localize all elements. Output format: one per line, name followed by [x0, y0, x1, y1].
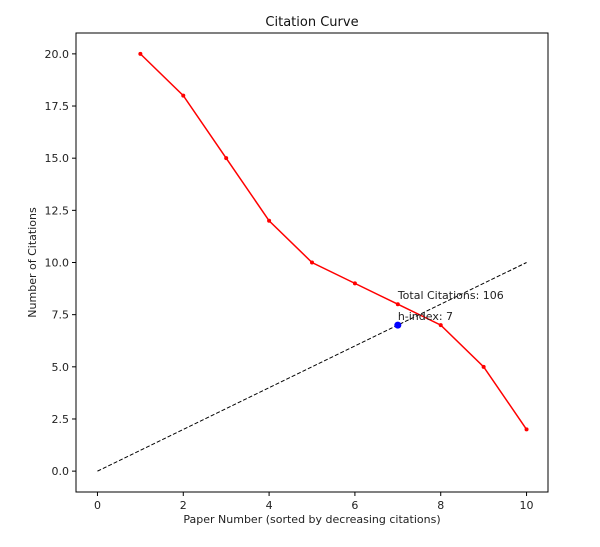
y-tick-label: 5.0 — [52, 361, 70, 374]
annotation-layer: Total Citations: 106 h-index: 7 — [397, 289, 504, 323]
y-axis: 0.0 2.5 5.0 7.5 10.0 12.5 15.0 17.5 20.0 — [45, 48, 76, 478]
x-axis: 0 2 4 6 8 10 — [94, 492, 534, 512]
total-citations-annotation: Total Citations: 106 — [397, 289, 504, 302]
x-tick-label: 10 — [520, 499, 534, 512]
y-tick-label: 17.5 — [45, 100, 70, 113]
h-index-annotation: h-index: 7 — [398, 310, 453, 323]
y-tick-label: 7.5 — [52, 309, 70, 322]
citation-point — [224, 156, 229, 161]
citation-point — [352, 281, 357, 286]
h-index-point — [394, 321, 402, 329]
x-tick-label: 6 — [351, 499, 358, 512]
x-tick-label: 8 — [437, 499, 444, 512]
x-tick-label: 2 — [180, 499, 187, 512]
citation-point — [438, 323, 443, 328]
x-axis-label: Paper Number (sorted by decreasing citat… — [183, 513, 440, 526]
citation-point — [181, 93, 186, 98]
x-tick-label: 4 — [266, 499, 273, 512]
reference-line — [97, 262, 527, 472]
x-tick-label: 0 — [94, 499, 101, 512]
citation-line — [139, 53, 528, 430]
y-tick-label: 2.5 — [52, 413, 70, 426]
y-tick-label: 12.5 — [45, 204, 70, 217]
y-tick-label: 15.0 — [45, 152, 70, 165]
citation-point — [310, 260, 314, 265]
chart-title: Citation Curve — [265, 15, 358, 30]
citation-point — [524, 427, 529, 432]
y-axis-label: Number of Citations — [26, 207, 39, 318]
citation-point — [138, 51, 143, 56]
citation-point — [395, 302, 400, 307]
y-tick-label: 0.0 — [52, 465, 70, 478]
citation-point — [267, 218, 272, 223]
series-layer — [97, 51, 529, 472]
y-tick-label: 20.0 — [45, 48, 70, 61]
y-tick-label: 10.0 — [45, 257, 70, 270]
citation-point — [481, 364, 486, 369]
